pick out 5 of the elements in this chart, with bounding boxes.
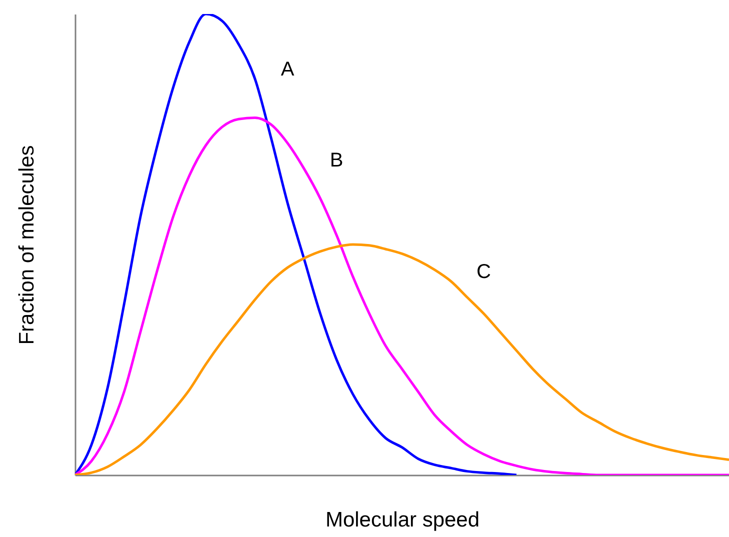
series-label: B (330, 150, 344, 172)
y-axis-title: Fraction of molecules (16, 145, 38, 345)
x-axis-title: Molecular speed (325, 508, 480, 532)
series-label: C (476, 261, 491, 284)
series-label: A (280, 58, 295, 80)
